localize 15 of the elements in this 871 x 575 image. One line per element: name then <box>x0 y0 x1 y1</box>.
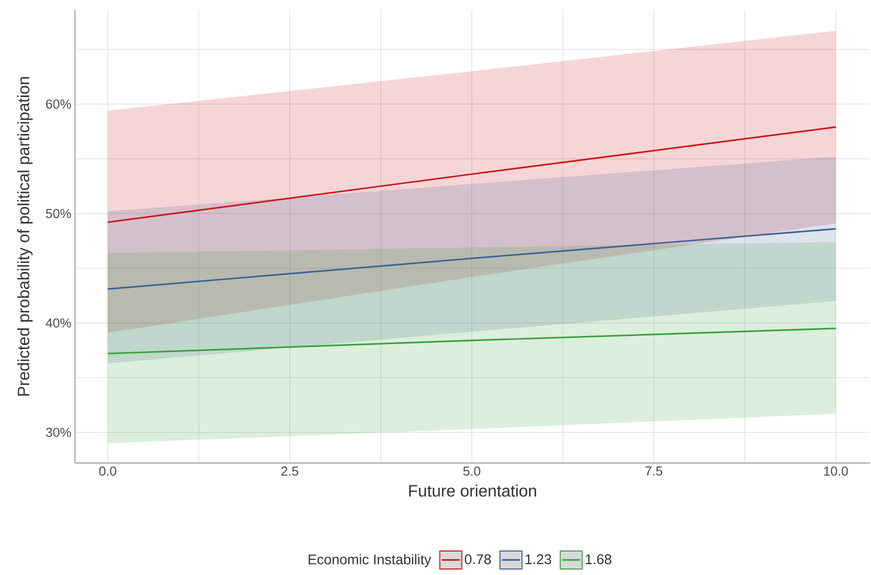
x-tick-label: 2.5 <box>281 466 298 476</box>
y-axis-title: Predicted probability of political participation <box>17 77 33 396</box>
legend-label: 1.68 <box>586 554 612 564</box>
y-tick-label: 40% <box>46 318 72 328</box>
legend-label: 0.78 <box>464 554 491 564</box>
legend-label: 1.23 <box>526 554 552 564</box>
x-axis-title: Future orientation <box>409 484 536 497</box>
y-tick-label: 60% <box>46 99 72 109</box>
legend-title: Economic Instability <box>308 554 432 568</box>
x-tick-label: 5.0 <box>463 466 480 476</box>
y-tick-label: 30% <box>46 428 72 437</box>
x-tick-label: 7.5 <box>645 466 662 476</box>
x-tick-label: 0.0 <box>99 466 116 476</box>
x-tick-label: 10.0 <box>824 466 848 476</box>
y-tick-label: 50% <box>46 208 72 218</box>
